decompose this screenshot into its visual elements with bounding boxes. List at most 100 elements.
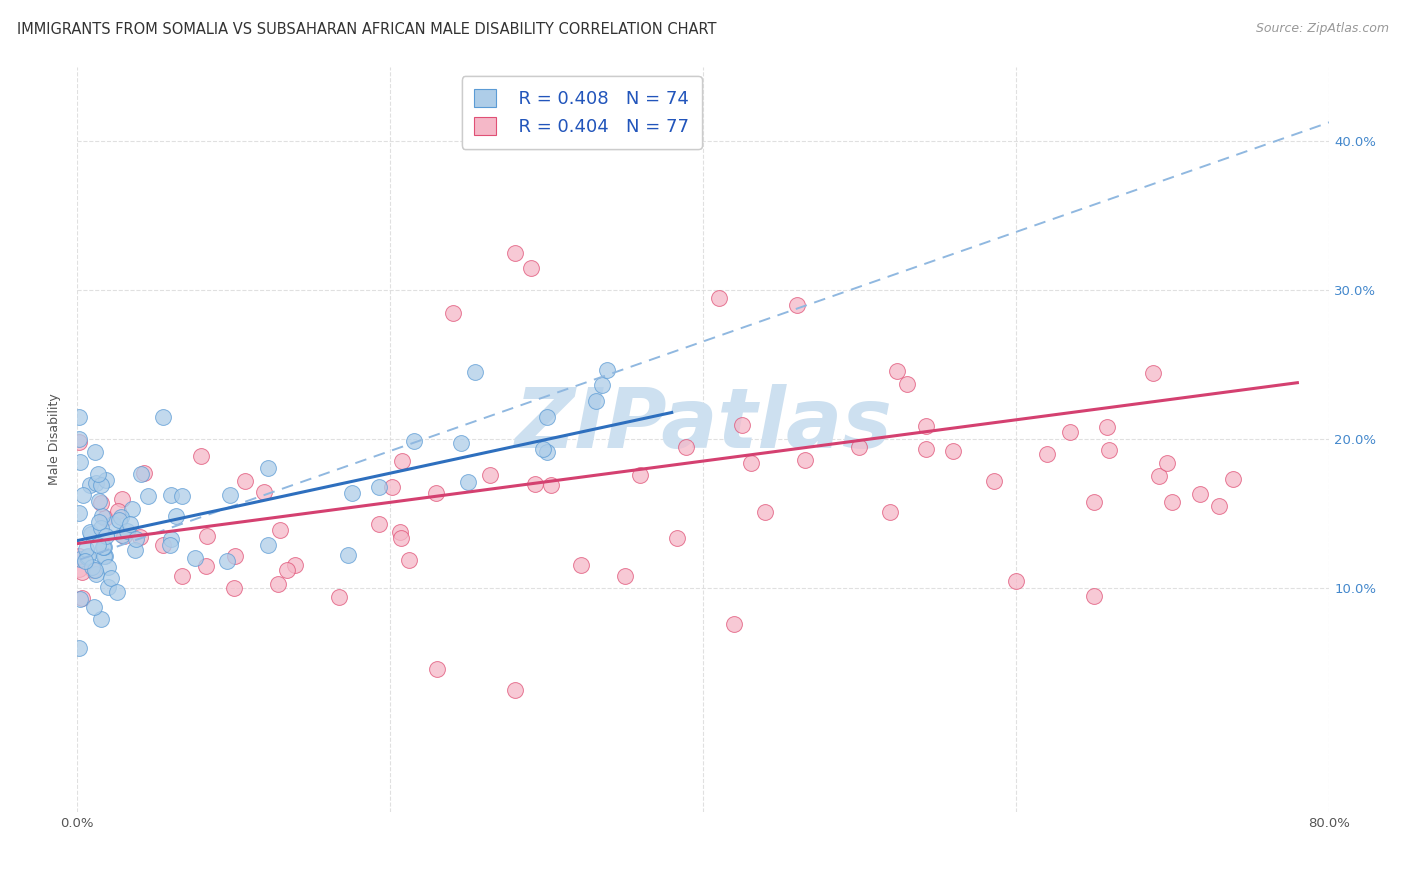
Point [91,509,114,524]
Point [121,501,143,516]
Point [152,409,174,424]
Point [284,558,307,572]
Point [90,521,112,535]
Point [96,529,118,543]
Point [675,440,697,454]
Point [93,540,115,554]
Point [195,559,218,574]
Point [84,563,107,577]
Point [1004,574,1026,588]
Point [76,549,98,564]
Point [520,260,543,275]
Point [1156,457,1178,471]
Point [224,549,246,563]
Point [67,432,90,446]
Point [90,612,112,626]
Point [342,485,364,500]
Point [165,508,187,523]
Point [79,524,101,539]
Point [120,517,142,532]
Point [942,444,965,458]
Point [87,537,110,551]
Point [87,467,110,481]
Point [97,580,120,594]
Point [83,599,105,614]
Point [257,538,280,552]
Point [1098,442,1121,457]
Point [215,554,238,568]
Point [111,527,134,541]
Point [740,456,762,470]
Point [183,551,205,566]
Point [72,591,94,606]
Point [731,418,754,433]
Point [72,488,94,502]
Point [67,434,90,449]
Point [190,449,212,463]
Point [886,364,908,378]
Point [425,485,447,500]
Point [628,467,651,482]
Point [267,577,290,591]
Point [368,517,391,532]
Point [96,473,118,487]
Point [398,553,420,567]
Point [1189,487,1212,501]
Point [269,523,291,537]
Point [915,419,938,434]
Point [82,563,104,577]
Point [389,531,412,545]
Point [257,460,280,475]
Point [457,475,479,490]
Point [391,453,413,467]
Point [336,549,359,563]
Point [983,475,1005,489]
Point [1059,425,1081,439]
Point [105,585,128,599]
Point [233,474,256,488]
Point [478,467,501,482]
Point [100,571,122,585]
Point [754,505,776,519]
Point [67,562,90,576]
Point [276,563,298,577]
Point [125,532,148,546]
Point [87,494,110,508]
Point [450,436,472,450]
Point [1095,420,1118,434]
Point [84,445,107,459]
Point [222,581,245,595]
Point [70,565,93,579]
Point [195,529,218,543]
Point [97,560,120,574]
Point [67,549,90,564]
Point [1083,589,1105,603]
Point [75,542,97,557]
Point [896,376,918,391]
Point [665,531,688,545]
Point [328,590,350,604]
Point [613,569,636,583]
Point [253,485,276,500]
Point [540,478,562,492]
Point [591,377,613,392]
Point [661,134,683,148]
Point [585,393,607,408]
Point [1161,495,1184,509]
Point [536,444,558,458]
Point [93,549,115,563]
Point [90,478,112,492]
Point [368,480,391,494]
Point [1083,495,1105,509]
Point [1222,472,1244,486]
Point [79,478,101,492]
Point [596,362,619,376]
Point [112,529,135,543]
Point [91,540,114,554]
Point [172,569,194,583]
Legend:  [697,863,709,875]
Point [524,477,547,491]
Point [69,552,91,566]
Point [569,558,592,572]
Point [170,489,193,503]
